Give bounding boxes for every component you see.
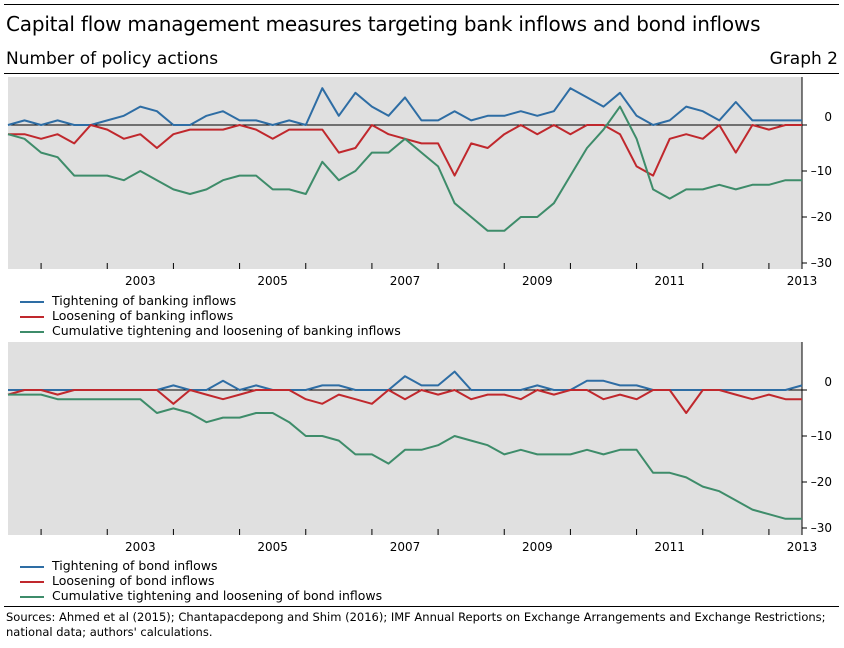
x-tick-label: 2003 bbox=[125, 274, 156, 288]
legend-bank-inflows: Tightening of banking inflows Loosening o… bbox=[20, 293, 401, 338]
legend-item: Tightening of banking inflows bbox=[20, 293, 401, 308]
x-tick-label: 2013 bbox=[787, 274, 818, 288]
series-line-3 bbox=[8, 393, 802, 520]
header-rule bbox=[4, 73, 839, 74]
y-tick-label: –20 bbox=[811, 475, 832, 489]
top-rule bbox=[4, 4, 839, 5]
chart-subtitle: Number of policy actions bbox=[6, 49, 219, 69]
legend-item: Tightening of bond inflows bbox=[20, 558, 382, 573]
y-tick-label: –30 bbox=[811, 256, 832, 270]
x-tick-label: 2011 bbox=[654, 274, 685, 288]
legend-item: Loosening of banking inflows bbox=[20, 308, 401, 323]
legend-swatch bbox=[20, 330, 44, 333]
legend-label: Loosening of bond inflows bbox=[52, 573, 215, 588]
legend-label: Loosening of banking inflows bbox=[52, 308, 234, 323]
x-tick-label: 2003 bbox=[125, 540, 156, 554]
legend-swatch bbox=[20, 580, 44, 583]
x-tick-label: 2009 bbox=[522, 540, 553, 554]
legend-swatch bbox=[20, 300, 44, 303]
chart-bond-inflows: 2003 2005 2007 2009 2011 2013 0 –10 –20 –30 bbox=[7, 342, 832, 554]
x-tick-label: 2013 bbox=[787, 540, 818, 554]
x-tick-label: 2005 bbox=[257, 274, 288, 288]
legend-swatch bbox=[20, 595, 44, 598]
plot-area bbox=[8, 77, 802, 269]
legend-swatch bbox=[20, 315, 44, 318]
x-tick-label: 2007 bbox=[390, 274, 421, 288]
x-tick-label: 2007 bbox=[390, 540, 421, 554]
legend-label: Tightening of banking inflows bbox=[52, 293, 237, 308]
sources-note: Sources: Ahmed et al (2015); Chantapacde… bbox=[6, 610, 826, 639]
legend-item: Cumulative tightening and loosening of b… bbox=[20, 588, 382, 603]
y-tick-label: –20 bbox=[811, 210, 832, 224]
chart-bank-inflows: 2003 2005 2007 2009 2011 2013 0 –10 –20 –30 bbox=[7, 77, 832, 288]
series-line-3 bbox=[7, 105, 802, 232]
legend-bond-inflows: Tightening of bond inflows Loosening of b… bbox=[20, 558, 382, 603]
x-tick-label: 2005 bbox=[257, 540, 288, 554]
y-tick-label: 0 bbox=[824, 110, 832, 124]
y-tick-label: –10 bbox=[811, 164, 832, 178]
x-tick-label: 2011 bbox=[654, 540, 685, 554]
footer-rule bbox=[4, 606, 839, 607]
page-title: Capital flow management measures targeti… bbox=[6, 12, 761, 36]
legend-label: Cumulative tightening and loosening of b… bbox=[52, 588, 383, 603]
y-tick-label: 0 bbox=[824, 375, 832, 389]
y-tick-label: –10 bbox=[811, 429, 832, 443]
plot-area bbox=[8, 342, 802, 535]
y-tick-label: –30 bbox=[811, 521, 832, 535]
legend-label: Tightening of bond inflows bbox=[52, 558, 218, 573]
graph-number: Graph 2 bbox=[769, 49, 838, 69]
legend-label: Cumulative tightening and loosening of b… bbox=[52, 323, 401, 338]
legend-item: Loosening of bond inflows bbox=[20, 573, 382, 588]
legend-swatch bbox=[20, 565, 44, 568]
legend-item: Cumulative tightening and loosening of b… bbox=[20, 323, 401, 338]
x-tick-label: 2009 bbox=[522, 274, 553, 288]
series-line-2 bbox=[7, 389, 802, 414]
series-line-1 bbox=[7, 87, 802, 126]
